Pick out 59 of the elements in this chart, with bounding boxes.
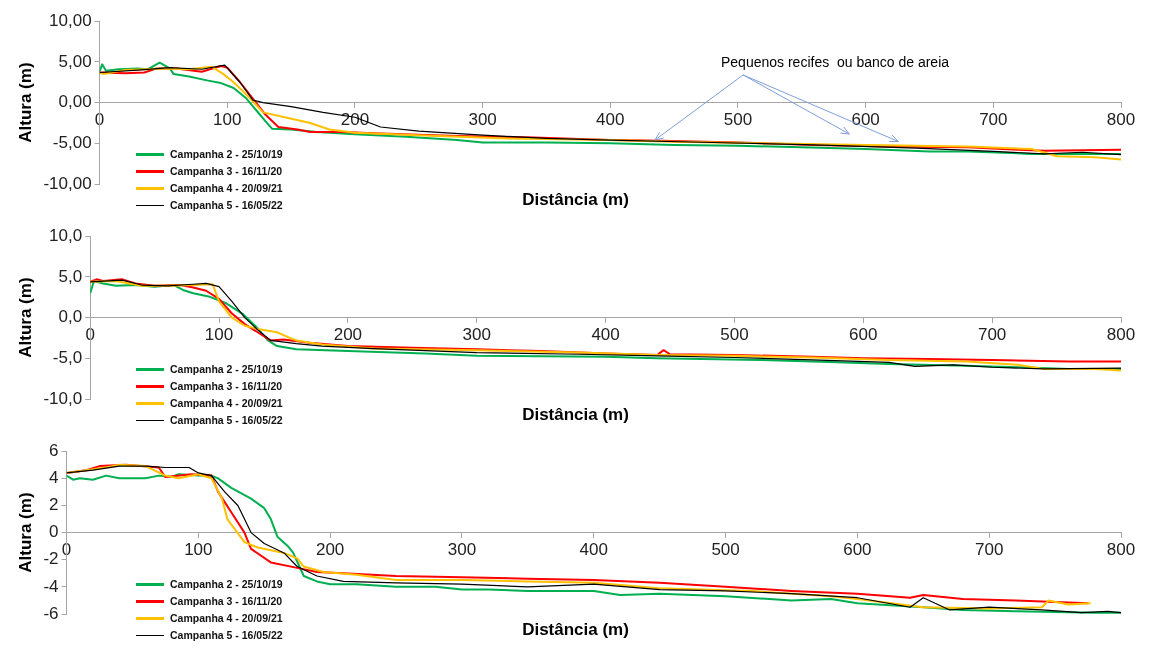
x-tick-label: 500 [711,540,740,560]
legend-label: Campanha 5 - 16/05/22 [170,414,283,427]
x-tick-label: 300 [468,110,497,130]
y-tick-label: 5,00 [58,51,92,71]
x-tick-label: 300 [462,325,491,345]
x-tick-label: 700 [977,325,1007,345]
legend-label: Campanha 4 - 20/09/21 [170,182,283,195]
x-tick-label: 600 [843,540,872,560]
x-tick-label: 500 [723,110,753,130]
y-tick-label: -4 [43,576,59,596]
x-tick-label: 700 [975,540,1004,560]
x-tick-label: 800 [1106,110,1136,130]
x-tick-label: 800 [1106,540,1136,560]
y-tick-label: 2 [49,495,59,515]
y-tick-label: 4 [49,468,59,488]
x-tick-label: 100 [204,325,234,345]
y-tick-label: 0,0 [58,307,83,327]
legend-label: Campanha 2 - 25/10/19 [170,578,283,591]
annotation: Pequenos recifes ou banco de areia [720,54,950,71]
y-tick-label: -10,0 [43,388,83,408]
x-tick-label: 400 [579,540,608,560]
y-tick-label: -2 [43,549,59,569]
legend-label: Campanha 3 - 16/11/20 [170,165,283,178]
x-tick-label: 100 [184,540,213,560]
x-axis-title: Distância (m) [522,190,629,209]
legend-label: Campanha 3 - 16/11/20 [170,380,283,393]
x-tick-label: 200 [333,325,363,345]
x-tick-label: 500 [720,325,749,345]
y-tick-label: -6 [43,603,59,623]
y-tick-label: 10,0 [49,225,83,245]
legend-label: Campanha 5 - 16/05/22 [170,199,283,212]
y-tick-label: -5,00 [52,132,92,152]
legend-label: Campanha 4 - 20/09/21 [170,397,283,410]
y-tick-label: 6 [49,440,59,460]
y-axis-title: Altura (m) [15,62,35,143]
y-tick-label: 5,0 [58,266,83,286]
legend-label: Campanha 2 - 25/10/19 [170,148,283,161]
x-tick-label: 100 [213,110,242,130]
legend-label: Campanha 4 - 20/09/21 [170,612,283,625]
x-tick-label: 800 [1106,325,1136,345]
x-axis-title: Distância (m) [522,620,629,639]
x-tick-label: 600 [849,325,878,345]
legend-label: Campanha 5 - 16/05/22 [170,629,283,642]
y-tick-label: 10,00 [49,10,92,30]
x-tick-label: 300 [447,540,477,560]
y-tick-label: 0 [49,522,59,542]
x-axis-title: Distância (m) [522,405,629,424]
y-axis-title: Altura (m) [15,492,35,573]
x-tick-label: 400 [596,110,625,130]
legend-label: Campanha 2 - 25/10/19 [170,363,283,376]
y-axis-title: Altura (m) [15,277,35,358]
x-tick-label: 700 [979,110,1008,130]
x-tick-label: 600 [851,110,880,130]
y-tick-label: 0,00 [58,92,92,112]
y-tick-label: -5,0 [52,347,83,367]
legend-label: Campanha 3 - 16/11/20 [170,595,283,608]
x-tick-label: 400 [591,325,620,345]
y-tick-label: -10,00 [43,173,92,193]
x-tick-label: 200 [315,540,345,560]
